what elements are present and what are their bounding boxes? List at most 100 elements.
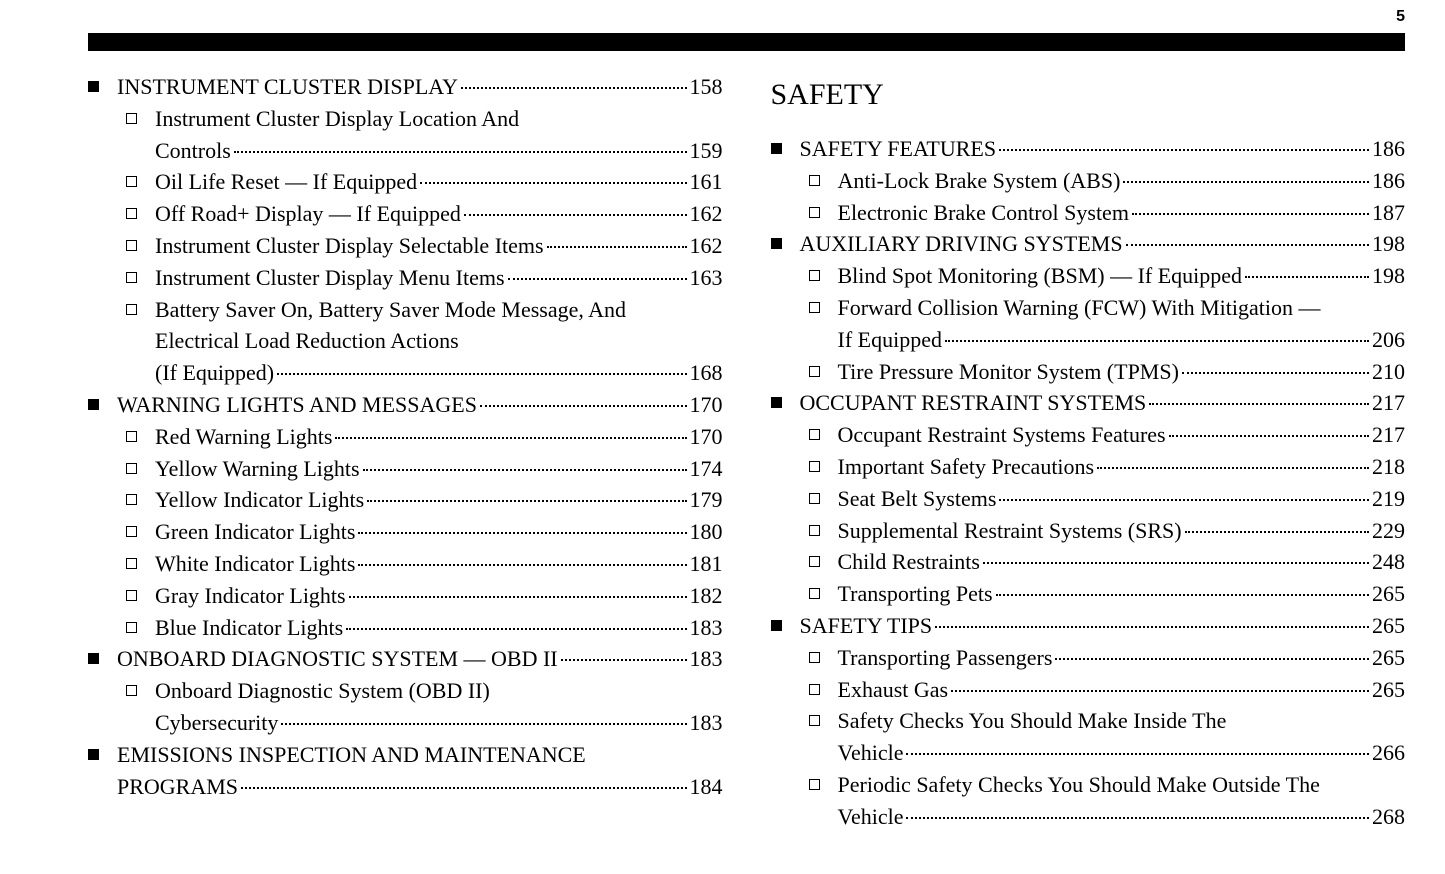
- bullet-icon: [809, 302, 820, 313]
- entry-page: 174: [690, 454, 723, 485]
- bullet-icon: [88, 749, 99, 760]
- entry-title: Oil Life Reset — If Equipped: [155, 167, 417, 198]
- leader-dots: [1132, 213, 1369, 215]
- entry-title: AUXILIARY DRIVING SYSTEMS: [800, 229, 1123, 260]
- toc-entry: SAFETY TIPS 265: [771, 611, 1406, 642]
- toc-entry: Oil Life Reset — If Equipped 161: [88, 167, 723, 198]
- entry-title: Transporting Pets: [838, 579, 993, 610]
- toc-entry: Yellow Warning Lights 174: [88, 454, 723, 485]
- entry-title: Electronic Brake Control System: [838, 198, 1129, 229]
- bullet-icon: [809, 588, 820, 599]
- bullet-icon: [809, 525, 820, 536]
- entry-page: 265: [1372, 579, 1405, 610]
- bullet-icon: [126, 590, 137, 601]
- toc-entry: AUXILIARY DRIVING SYSTEMS 198: [771, 229, 1406, 260]
- leader-dots: [508, 278, 687, 280]
- toc-entry: INSTRUMENT CLUSTER DISPLAY 158: [88, 72, 723, 103]
- toc-entry-cont: Cybersecurity 183: [88, 708, 723, 739]
- leader-dots: [1123, 181, 1369, 183]
- entry-title: Child Restraints: [838, 547, 980, 578]
- bullet-icon: [809, 493, 820, 504]
- toc-entry: OCCUPANT RESTRAINT SYSTEMS 217: [771, 388, 1406, 419]
- toc-entry: Instrument Cluster Display Location And: [88, 104, 723, 135]
- bullet-icon: [809, 684, 820, 695]
- entry-title: Instrument Cluster Display Menu Items: [155, 263, 505, 294]
- entry-page: 163: [690, 263, 723, 294]
- entry-page: 198: [1372, 261, 1405, 292]
- entry-page: 248: [1372, 547, 1405, 578]
- entry-title: Instrument Cluster Display Selectable It…: [155, 231, 544, 262]
- bullet-icon: [771, 620, 782, 631]
- leader-dots: [1097, 467, 1369, 469]
- entry-page: 268: [1372, 802, 1405, 833]
- leader-dots: [420, 182, 686, 184]
- bullet-icon: [809, 556, 820, 567]
- bullet-icon: [126, 208, 137, 219]
- entry-page: 181: [690, 549, 723, 580]
- bullet-icon: [809, 779, 820, 790]
- entry-title-cont: PROGRAMS: [117, 772, 238, 803]
- entry-title: Green Indicator Lights: [155, 517, 355, 548]
- entry-page: 162: [690, 231, 723, 262]
- entry-title: Occupant Restraint Systems Features: [838, 420, 1166, 451]
- toc-entry-cont: Electrical Load Reduction Actions: [88, 326, 723, 357]
- bullet-icon: [126, 431, 137, 442]
- leader-dots: [1126, 244, 1369, 246]
- toc-entry: Instrument Cluster Display Selectable It…: [88, 231, 723, 262]
- toc-entry: Transporting Passengers 265: [771, 643, 1406, 674]
- entry-title: Exhaust Gas: [838, 675, 949, 706]
- bullet-icon: [126, 176, 137, 187]
- bullet-icon: [809, 429, 820, 440]
- toc-entry: Forward Collision Warning (FCW) With Mit…: [771, 293, 1406, 324]
- leader-dots: [1169, 435, 1369, 437]
- toc-entry: Battery Saver On, Battery Saver Mode Mes…: [88, 295, 723, 326]
- entry-title: Seat Belt Systems: [838, 484, 997, 515]
- toc-entry: WARNING LIGHTS AND MESSAGES 170: [88, 390, 723, 421]
- entry-page: 168: [690, 358, 723, 389]
- toc-entry: Transporting Pets 265: [771, 579, 1406, 610]
- toc-entry: Important Safety Precautions 218: [771, 452, 1406, 483]
- entry-title: Blue Indicator Lights: [155, 613, 343, 644]
- toc-entry: Supplemental Restraint Systems (SRS) 229: [771, 516, 1406, 547]
- toc-entry: Onboard Diagnostic System (OBD II): [88, 676, 723, 707]
- toc-entry-cont: If Equipped 206: [771, 325, 1406, 356]
- entry-page: 184: [690, 772, 723, 803]
- entry-title: Anti-Lock Brake System (ABS): [838, 166, 1121, 197]
- leader-dots: [358, 564, 686, 566]
- entry-title: Important Safety Precautions: [838, 452, 1095, 483]
- entry-page: 266: [1372, 738, 1405, 769]
- leader-dots: [363, 469, 687, 471]
- toc-entry: Off Road+ Display — If Equipped 162: [88, 199, 723, 230]
- entry-title-cont: If Equipped: [838, 325, 942, 356]
- toc-entry: Child Restraints 248: [771, 547, 1406, 578]
- bullet-icon: [126, 272, 137, 283]
- entry-title: Forward Collision Warning (FCW) With Mit…: [838, 293, 1321, 324]
- leader-dots: [951, 690, 1369, 692]
- toc-entry: Blue Indicator Lights 183: [88, 613, 723, 644]
- toc-entry: EMISSIONS INSPECTION AND MAINTENANCE: [88, 740, 723, 771]
- leader-dots: [335, 437, 686, 439]
- entry-page: 170: [690, 422, 723, 453]
- header-bar: [88, 33, 1405, 51]
- bullet-icon: [809, 461, 820, 472]
- entry-page: 229: [1372, 516, 1405, 547]
- leader-dots: [906, 817, 1369, 819]
- bullet-icon: [126, 240, 137, 251]
- entry-page: 161: [690, 167, 723, 198]
- entry-page: 198: [1372, 229, 1405, 260]
- leader-dots: [1055, 658, 1369, 660]
- leader-dots: [999, 499, 1369, 501]
- entry-page: 183: [690, 644, 723, 675]
- bullet-icon: [88, 653, 99, 664]
- toc-entry-cont: Vehicle 266: [771, 738, 1406, 769]
- toc-entry: Anti-Lock Brake System (ABS) 186: [771, 166, 1406, 197]
- bullet-icon: [126, 685, 137, 696]
- entry-page: 180: [690, 517, 723, 548]
- entry-page: 219: [1372, 484, 1405, 515]
- entry-page: 217: [1372, 388, 1405, 419]
- entry-page: 159: [690, 136, 723, 167]
- entry-title: Safety Checks You Should Make Inside The: [838, 706, 1227, 737]
- entry-title: SAFETY TIPS: [800, 611, 933, 642]
- entry-page: 217: [1372, 420, 1405, 451]
- bullet-icon: [771, 143, 782, 154]
